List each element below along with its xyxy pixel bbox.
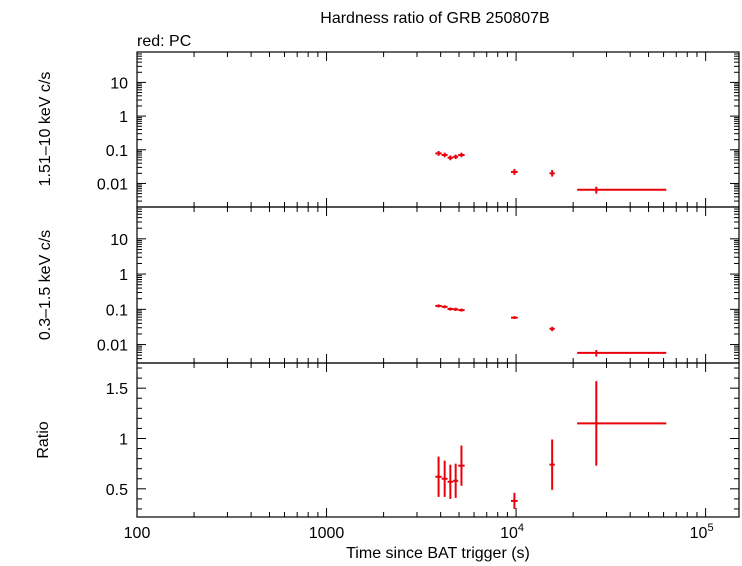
x-tick-label: 104 bbox=[500, 522, 524, 542]
x-tick-label: 1000 bbox=[309, 525, 345, 542]
panel-middle: 0.01 0.1 1 10 0.3–1.5 keV c/s bbox=[37, 206, 740, 364]
y-tick-label: 0.1 bbox=[106, 302, 128, 319]
y-tick-label: 10 bbox=[110, 232, 128, 249]
panel-bottom-ylabel: Ratio bbox=[35, 421, 52, 458]
y-tick-label: 0.01 bbox=[97, 176, 128, 193]
data-point bbox=[447, 464, 454, 499]
chart-title: Hardness ratio of GRB 250807B bbox=[320, 10, 549, 27]
x-axis-label: Time since BAT trigger (s) bbox=[346, 545, 530, 562]
data-point bbox=[549, 439, 555, 490]
panel-middle-ylabel: 0.3–1.5 keV c/s bbox=[37, 230, 54, 340]
x-axis: 100 1000 104 105 bbox=[124, 522, 714, 542]
panel-bottom-ticks: 0.5 1 1.5 bbox=[106, 363, 739, 517]
data-point bbox=[435, 150, 442, 156]
data-point bbox=[453, 307, 459, 311]
data-point bbox=[577, 381, 667, 466]
data-point bbox=[510, 316, 518, 320]
panel-middle-ticks: 0.01 0.1 1 10 bbox=[97, 207, 739, 363]
panel-bottom-frame bbox=[136, 362, 740, 518]
y-tick-label: 1 bbox=[119, 267, 128, 284]
panel-top-ticks: 0.01 0.1 1 10 bbox=[97, 52, 739, 207]
data-point bbox=[577, 350, 667, 357]
data-point bbox=[510, 168, 518, 175]
panel-bottom: 0.5 1 1.5 Ratio bbox=[35, 362, 740, 518]
y-tick-label: 1.5 bbox=[106, 381, 128, 398]
panel-top-ylabel: 1.51–10 keV c/s bbox=[37, 72, 54, 187]
x-tick-label: 105 bbox=[690, 522, 714, 542]
y-tick-label: 1 bbox=[119, 109, 128, 126]
panel-middle-frame bbox=[136, 206, 740, 364]
y-tick-label: 0.01 bbox=[97, 338, 128, 355]
data-point bbox=[453, 154, 459, 160]
y-tick-label: 0.5 bbox=[106, 482, 128, 499]
panel-bottom-marks bbox=[435, 381, 667, 509]
data-point bbox=[435, 456, 442, 497]
data-point bbox=[453, 463, 459, 498]
data-point bbox=[458, 152, 465, 158]
data-point bbox=[441, 152, 448, 158]
data-point bbox=[458, 445, 465, 486]
data-point bbox=[458, 308, 465, 312]
panel-top-frame bbox=[136, 51, 740, 208]
data-point bbox=[549, 170, 555, 177]
y-tick-label: 10 bbox=[110, 75, 128, 92]
data-point bbox=[447, 307, 454, 311]
panel-top-marks bbox=[435, 150, 667, 194]
data-point bbox=[435, 304, 442, 308]
data-point bbox=[577, 186, 667, 194]
data-point bbox=[549, 326, 555, 332]
data-point bbox=[441, 460, 448, 497]
chart-note: red: PC bbox=[137, 33, 191, 50]
panel-middle-marks bbox=[435, 304, 667, 357]
data-point bbox=[510, 492, 518, 509]
panel-top: 0.01 0.1 1 10 1.51–10 keV c/s bbox=[37, 51, 740, 208]
x-tick-label: 100 bbox=[124, 525, 151, 542]
data-point bbox=[441, 305, 448, 309]
y-tick-label: 0.1 bbox=[106, 143, 128, 160]
data-point bbox=[447, 155, 454, 161]
y-tick-label: 1 bbox=[119, 431, 128, 448]
